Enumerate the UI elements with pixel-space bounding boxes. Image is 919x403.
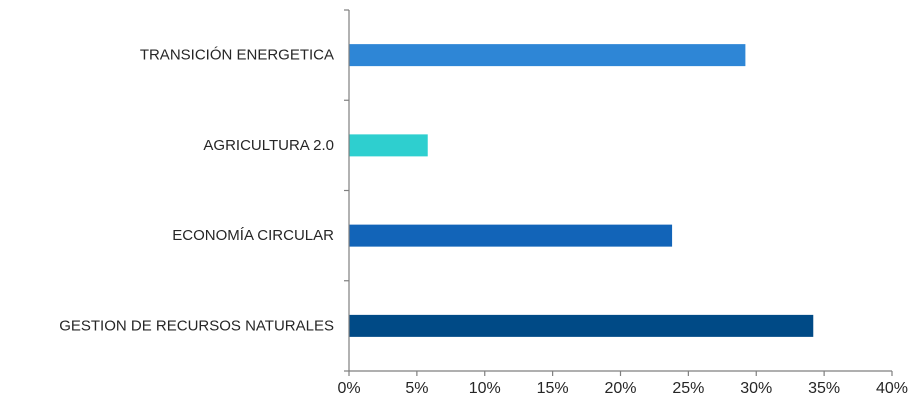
x-tick-label-7: 35% (808, 380, 840, 397)
x-tick-label-3: 15% (537, 380, 569, 397)
x-tick-label-0: 0% (337, 380, 360, 397)
x-tick-labels: 0% 5% 10% 15% 20% 25% 30% 35% 40% (337, 380, 908, 397)
bar-1 (349, 44, 746, 67)
x-tick-label-2: 10% (469, 380, 501, 397)
x-tick-label-6: 30% (740, 380, 772, 397)
category-label-2: AGRICULTURA 2.0 (203, 137, 334, 154)
bar-4 (349, 314, 814, 337)
axes (344, 9, 893, 376)
category-label-4: GESTION DE RECURSOS NATURALES (59, 317, 334, 334)
x-tick-label-4: 20% (604, 380, 636, 397)
bar-2 (349, 134, 428, 157)
bar-3 (349, 224, 673, 247)
category-labels: TRANSICIÓN ENERGETICA AGRICULTURA 2.0 ECON… (59, 47, 334, 335)
x-tick-label-5: 25% (672, 380, 704, 397)
bars-group (349, 44, 814, 337)
category-label-1: TRANSICIÓN ENERGETICA (140, 47, 334, 64)
x-tick-label-1: 5% (405, 380, 428, 397)
x-tick-label-8: 40% (876, 380, 908, 397)
category-label-3: ECONOMÍA CIRCULAR (172, 227, 334, 244)
